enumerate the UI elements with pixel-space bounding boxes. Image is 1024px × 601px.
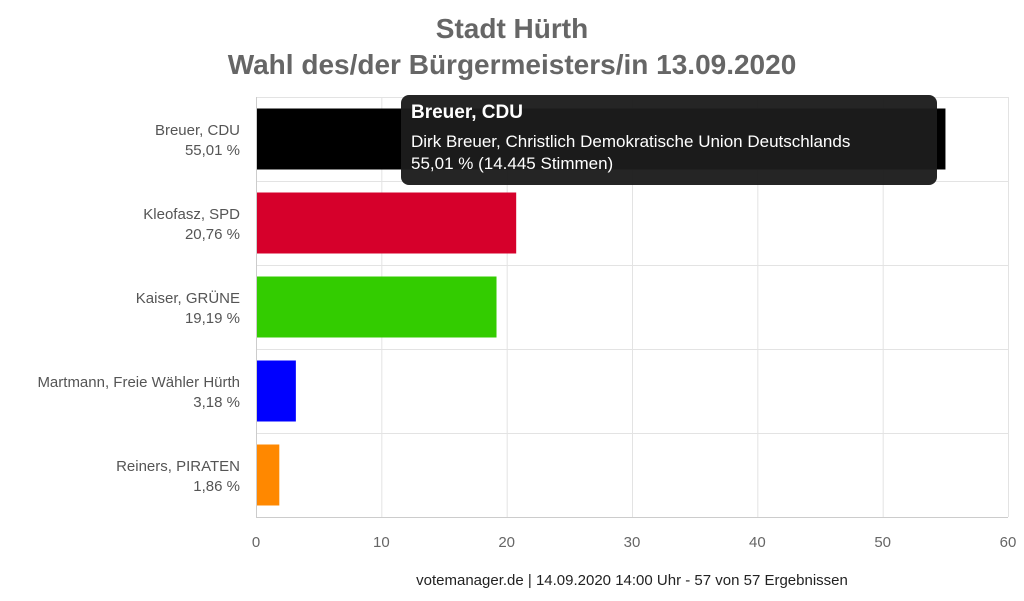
x-tick-label: 30 — [624, 534, 641, 551]
category-value-label: 19,19 % — [185, 310, 240, 327]
tooltip-value: 55,01 % (14.445 Stimmen) — [411, 154, 614, 173]
tooltip-description: Dirk Breuer, Christlich Demokratische Un… — [411, 132, 851, 151]
category-value-label: 55,01 % — [185, 142, 240, 159]
category-label: Martmann, Freie Wähler Hürth — [37, 374, 240, 391]
x-tick-label: 60 — [1000, 534, 1017, 551]
chart-title: Stadt Hürth — [435, 13, 589, 44]
chart-subtitle: Wahl des/der Bürgermeisters/in 13.09.202… — [227, 49, 797, 80]
category-label: Reiners, PIRATEN — [116, 458, 240, 475]
category-label: Kaiser, GRÜNE — [136, 289, 240, 307]
bar-tooltip: Breuer, CDU Dirk Breuer, Christlich Demo… — [401, 95, 937, 185]
category-label: Breuer, CDU — [155, 122, 240, 139]
category-value-label: 20,76 % — [185, 226, 240, 243]
x-tick-label: 20 — [498, 534, 515, 551]
x-tick-label: 0 — [252, 534, 260, 551]
bar — [257, 360, 296, 422]
bar — [257, 276, 497, 338]
tooltip-title: Breuer, CDU — [411, 102, 523, 123]
bar — [257, 192, 517, 254]
x-tick-label: 10 — [373, 534, 390, 551]
x-tick-label: 50 — [874, 534, 891, 551]
x-tick-label: 40 — [749, 534, 766, 551]
category-label: Kleofasz, SPD — [143, 206, 240, 223]
category-value-label: 1,86 % — [193, 478, 240, 495]
category-value-label: 3,18 % — [193, 394, 240, 411]
source-footer: votemanager.de | 14.09.2020 14:00 Uhr - … — [416, 572, 848, 589]
bar — [257, 444, 280, 506]
